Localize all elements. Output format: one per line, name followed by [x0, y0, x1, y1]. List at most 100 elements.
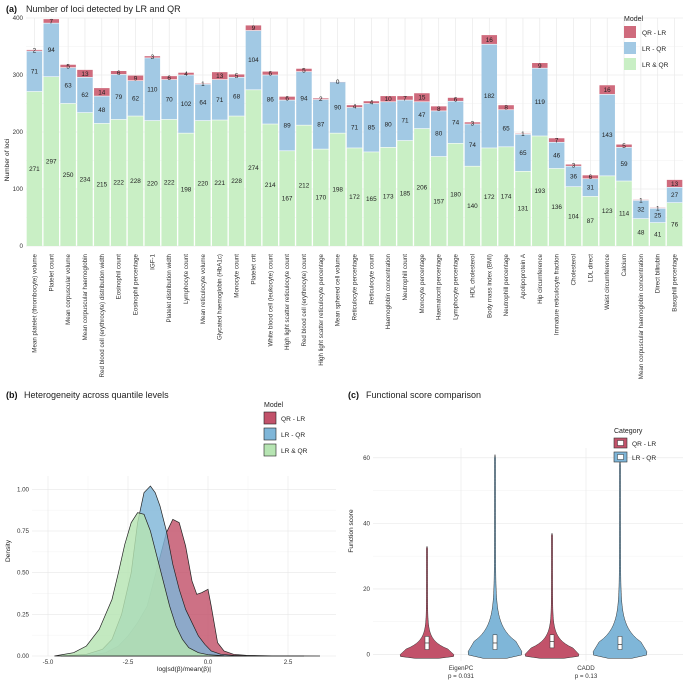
panel-c-legend-title: Category — [614, 428, 643, 435]
data-label-lr-and-qr: 167 — [282, 195, 293, 202]
data-label-lr-minus-qr: 63 — [65, 83, 73, 90]
bar-lr-minus-qr — [77, 77, 93, 113]
bar-lr-and-qr — [296, 125, 312, 246]
y-tick-label: 0.50 — [17, 570, 30, 577]
panel-b-title: Heterogeneity across quantile levels — [24, 390, 169, 400]
x-tick-label: Red blood cell (erythrocyte) distributio… — [99, 253, 106, 377]
bar-lr-minus-qr — [178, 75, 194, 134]
panel-a-title: Number of loci detected by LR and QR — [26, 4, 181, 14]
data-label-lr-minus-qr: 32 — [637, 207, 645, 214]
y-tick-label: 0.00 — [17, 653, 30, 660]
bar-lr-minus-qr — [245, 30, 262, 90]
data-label-lr-minus-qr: 71 — [351, 125, 359, 132]
bar-lr-and-qr — [464, 166, 481, 246]
data-label-lr-minus-qr: 104 — [248, 57, 259, 64]
bar-lr-minus-qr — [397, 100, 413, 141]
data-label-lr-and-qr: 234 — [80, 176, 91, 183]
bar-lr-minus-qr — [414, 101, 430, 129]
legend-swatch-lr-and-qr — [263, 443, 277, 457]
data-label-qr-minus-lr: 2 — [319, 96, 323, 103]
data-label-lr-and-qr: 206 — [417, 184, 428, 191]
bar-lr-and-qr — [430, 156, 447, 246]
bar-qr-minus-lr — [43, 19, 60, 24]
x-tick-label: IGF-1 — [149, 253, 156, 269]
bar-lr-and-qr — [633, 218, 649, 246]
bar-qr-minus-lr — [77, 69, 93, 78]
x-tick-label: Lymphocyte percentage — [453, 253, 460, 319]
bar-qr-minus-lr — [313, 98, 329, 100]
bar-qr-minus-lr — [296, 68, 312, 72]
bar-lr-minus-qr — [296, 71, 312, 126]
data-label-lr-minus-qr: 68 — [233, 94, 241, 101]
x-tick-label: Waist circumference — [604, 253, 611, 309]
data-label-qr-minus-lr: 7 — [403, 95, 407, 102]
x-tick-label: Mean platelet (thrombocyte) volume — [31, 253, 38, 352]
data-label-qr-minus-lr: 6 — [117, 70, 121, 77]
bar-lr-minus-qr — [262, 75, 279, 125]
bar-lr-and-qr — [666, 202, 683, 246]
x-tick-label: HDL cholesterol — [469, 254, 476, 298]
density-area-lr-qr — [54, 512, 247, 657]
x-tick-label: Direct bilirubin — [655, 253, 662, 293]
bar-lr-minus-qr — [498, 109, 514, 147]
bar-lr-minus-qr — [582, 178, 599, 197]
x-tick-label: Mean corpuscular volume — [65, 253, 72, 324]
data-label-qr-minus-lr: 14 — [98, 89, 106, 96]
data-label-qr-minus-lr: 4 — [353, 104, 357, 111]
bar-lr-and-qr — [245, 89, 262, 246]
data-label-lr-minus-qr: 71 — [31, 68, 39, 75]
x-tick-label: Apolipoprotein A — [520, 253, 527, 299]
data-label-lr-minus-qr: 182 — [484, 93, 495, 100]
bar-lr-and-qr — [346, 147, 363, 246]
bar-lr-and-qr — [481, 147, 498, 246]
data-label-lr-and-qr: 48 — [637, 229, 645, 236]
data-label-lr-minus-qr: 46 — [553, 152, 561, 159]
x-tick-label: High light scatter reticulocyte count — [284, 254, 291, 350]
data-label-lr-and-qr: 221 — [214, 180, 225, 187]
bar-lr-and-qr — [649, 222, 666, 246]
bar-lr-minus-qr — [532, 68, 548, 136]
data-label-lr-minus-qr: 36 — [570, 173, 578, 180]
bar-lr-minus-qr — [599, 94, 615, 176]
data-label-lr-and-qr: 222 — [164, 180, 175, 187]
data-label-qr-minus-lr: 8 — [504, 105, 508, 112]
data-label-lr-minus-qr: 65 — [503, 125, 511, 132]
bar-qr-minus-lr — [447, 97, 464, 102]
data-label-lr-minus-qr: 94 — [300, 95, 308, 102]
bar-lr-minus-qr — [60, 67, 76, 104]
bar-qr-minus-lr — [582, 175, 599, 179]
data-label-qr-minus-lr: 5 — [622, 143, 626, 150]
data-label-lr-and-qr: 104 — [568, 213, 579, 220]
bar-lr-and-qr — [397, 140, 413, 246]
bar-lr-minus-qr — [481, 44, 498, 148]
bar-qr-minus-lr — [245, 25, 262, 31]
data-label-qr-minus-lr: 6 — [285, 96, 289, 103]
data-label-qr-minus-lr: 13 — [671, 181, 679, 188]
bar-lr-and-qr — [279, 150, 295, 246]
bar-lr-minus-qr — [161, 79, 177, 120]
data-label-lr-minus-qr: 87 — [317, 121, 325, 128]
bar-qr-minus-lr — [498, 105, 514, 110]
data-label-lr-and-qr: 222 — [113, 180, 124, 187]
legend-swatch-lr-and-qr — [624, 58, 636, 70]
x-tick-label: Haematocrit percentage — [436, 253, 443, 320]
bar-lr-minus-qr — [329, 81, 346, 134]
data-label-lr-minus-qr: 71 — [401, 117, 409, 124]
panel-b-legend: Model QR - LR LR - QR LR & QR — [263, 402, 308, 457]
bar-qr-minus-lr — [144, 56, 161, 58]
panel-b-y-label: Density — [5, 539, 12, 562]
data-label-qr-minus-lr: 2 — [33, 48, 37, 55]
data-label-lr-and-qr: 220 — [147, 180, 158, 187]
y-tick-label: 400 — [13, 15, 24, 22]
bar-qr-minus-lr — [363, 101, 380, 104]
data-label-lr-minus-qr: 27 — [671, 192, 679, 199]
bar-qr-minus-lr — [346, 105, 363, 108]
data-label-lr-minus-qr: 65 — [519, 150, 527, 157]
data-label-lr-and-qr: 180 — [450, 192, 461, 199]
x-tick-label: Reticulocyte count — [368, 254, 375, 305]
panel-b-ticks: 0.00 0.25 0.50 0.75 1.00 -5.0 -2.5 0.0 2.5 — [17, 486, 293, 666]
data-label-qr-minus-lr: 6 — [167, 75, 171, 82]
bar-lr-and-qr — [599, 175, 615, 246]
x-tick-label: LDL direct — [587, 254, 594, 282]
data-label-lr-minus-qr: 119 — [535, 99, 546, 106]
